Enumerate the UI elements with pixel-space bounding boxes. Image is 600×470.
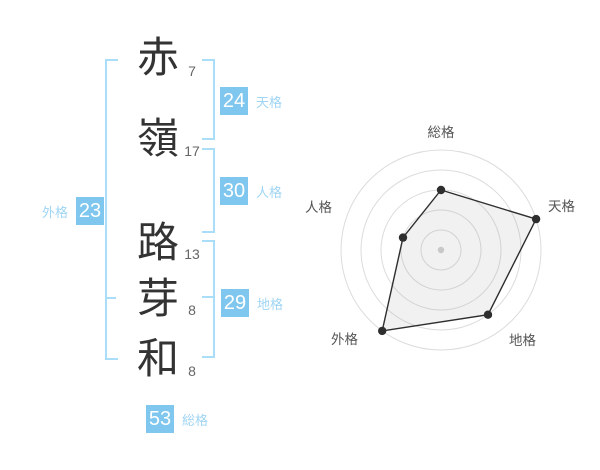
radar-axis-label: 外格 — [331, 332, 358, 347]
stroke-count: 17 — [184, 143, 200, 159]
radar-grid-ring — [360, 169, 522, 331]
name-char: 路 — [136, 219, 179, 266]
radar-axis-label: 地格 — [509, 333, 537, 348]
radar-data-point — [398, 233, 408, 242]
chikaku-label: 地格 — [257, 296, 284, 312]
jinkaku-bracket-line — [213, 148, 215, 233]
radar-grid-ring — [380, 189, 502, 311]
name-char: 赤 — [136, 34, 179, 81]
radar-center-dot — [437, 246, 445, 254]
radar-data-point — [531, 214, 541, 224]
stroke-count: 7 — [188, 63, 196, 79]
soukaku-value-badge: 53 — [146, 405, 174, 433]
stroke-count: 8 — [188, 302, 196, 318]
radar-axis-label: 総格 — [428, 125, 455, 140]
gaikaku-badge-group: 外格 23 — [42, 197, 105, 225]
tenkaku-bracket-line — [213, 59, 215, 140]
soukaku-label: 総格 — [182, 412, 209, 428]
chikaku-value-badge: 29 — [221, 289, 249, 317]
radar-data-point — [483, 310, 493, 319]
radar-grid-ring — [400, 209, 482, 291]
chikaku-badge-group: 29 地格 — [221, 289, 283, 317]
radar-axis-label: 人格 — [305, 200, 332, 215]
jinkaku-badge-group: 30 人格 — [220, 177, 282, 205]
radar-axis-label: 天格 — [548, 199, 576, 214]
stroke-count: 13 — [184, 246, 200, 262]
tenkaku-label: 天格 — [256, 94, 283, 110]
gaikaku-value-badge: 23 — [76, 197, 105, 225]
tenkaku-badge-group: 24 天格 — [220, 87, 282, 115]
gaikaku-label: 外格 — [42, 204, 69, 220]
radar-data-point — [378, 326, 387, 336]
chikaku-bracket-line — [213, 240, 215, 358]
jinkaku-label: 人格 — [256, 184, 283, 200]
gaikaku-bracket-arm — [105, 59, 118, 61]
gaikaku-bracket-line — [105, 59, 107, 360]
radar-data-polygon — [381, 189, 538, 332]
stroke-count: 8 — [188, 363, 196, 379]
chikaku-bracket-arm — [202, 356, 215, 358]
tenkaku-value-badge: 24 — [220, 87, 248, 115]
name-char: 和 — [136, 335, 179, 382]
tenkaku-bracket-arm — [202, 138, 215, 140]
gaikaku-bracket-arm — [105, 297, 116, 299]
tenkaku-bracket-arm — [202, 59, 215, 61]
name-char: 嶺 — [136, 115, 179, 162]
soukaku-badge-group: 53 総格 — [146, 405, 208, 433]
radar-grid-ring — [420, 229, 462, 271]
chikaku-bracket-arm — [202, 296, 215, 298]
name-char: 芽 — [136, 275, 179, 322]
jinkaku-bracket-arm — [202, 148, 215, 150]
radar-data-point — [436, 185, 446, 195]
jinkaku-value-badge: 30 — [220, 177, 248, 205]
chikaku-bracket-arm — [202, 240, 215, 242]
gaikaku-bracket-arm — [105, 358, 118, 360]
jinkaku-bracket-arm — [202, 231, 215, 233]
radar-grid-ring — [340, 149, 542, 351]
